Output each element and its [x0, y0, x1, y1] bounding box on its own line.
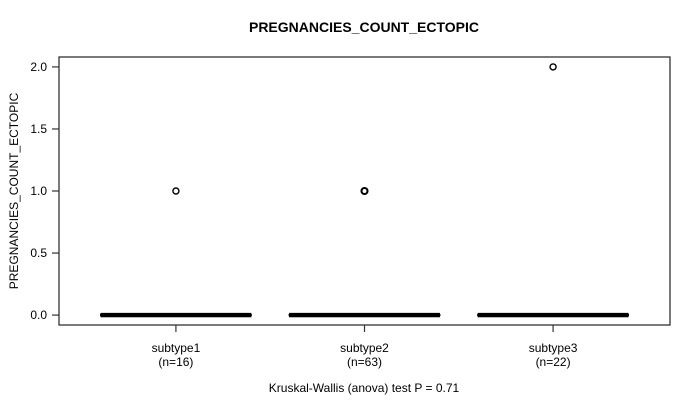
- x-category-label: subtype2: [340, 341, 389, 355]
- x-category-label: subtype1: [152, 341, 201, 355]
- x-category-n: (n=63): [347, 355, 382, 369]
- x-category-n: (n=16): [158, 355, 193, 369]
- footer-annotation: Kruskal-Wallis (anova) test P = 0.71: [269, 381, 460, 395]
- plot-border: [58, 56, 671, 326]
- y-tick-label: 0.0: [30, 308, 47, 322]
- chart-title: PREGNANCIES_COUNT_ECTOPIC: [249, 19, 479, 35]
- median-bar: [100, 312, 252, 318]
- y-axis-label: PREGNANCIES_COUNT_ECTOPIC: [7, 92, 21, 289]
- x-category-n: (n=22): [536, 355, 571, 369]
- median-bar: [477, 312, 629, 318]
- outlier-point: [549, 63, 557, 71]
- y-tick-label: 1.0: [30, 184, 47, 198]
- outlier-point: [360, 186, 369, 196]
- median-bar: [289, 312, 440, 318]
- y-tick-label: 0.5: [30, 246, 47, 260]
- y-tick-label: 1.5: [30, 122, 47, 136]
- x-category-label: subtype3: [529, 341, 578, 355]
- outlier-point: [172, 187, 180, 195]
- plot-area: 0.00.51.01.52.0subtype1(n=16)subtype2(n=…: [30, 56, 671, 369]
- y-tick-label: 2.0: [30, 60, 47, 74]
